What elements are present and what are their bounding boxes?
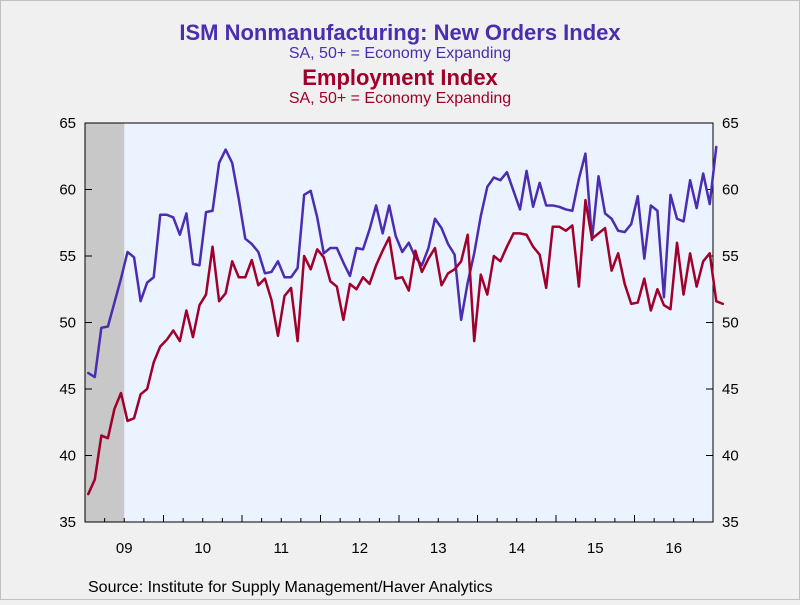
chart-title: ISM Nonmanufacturing: New Orders Index xyxy=(179,20,621,45)
x-tick-label: 10 xyxy=(194,540,211,557)
chart-subtitle: SA, 50+ = Economy Expanding xyxy=(289,45,511,62)
y-tick-label-right: 50 xyxy=(722,315,739,332)
x-tick-label: 15 xyxy=(587,540,604,557)
chart-title-2: Employment Index xyxy=(302,65,498,90)
y-tick-label-left: 60 xyxy=(59,182,76,199)
x-tick-label: 09 xyxy=(116,540,133,557)
y-tick-label-left: 40 xyxy=(59,448,76,465)
axes: 35 35 40 40 45 45 50 50 55 55 60 60 65 65 09 10 11 12 13 14… xyxy=(59,115,738,557)
series-line-employment xyxy=(87,198,725,496)
x-tick-label: 13 xyxy=(430,540,447,557)
series-group xyxy=(87,145,725,496)
y-tick-label-left: 55 xyxy=(59,248,76,265)
y-tick-label-left: 65 xyxy=(59,115,76,132)
y-tick-label-right: 60 xyxy=(722,182,739,199)
plot-area xyxy=(85,123,713,522)
plot-background xyxy=(85,123,713,522)
x-tick-label: 12 xyxy=(351,540,368,557)
x-tick-label: 16 xyxy=(665,540,682,557)
y-tick-label-right: 35 xyxy=(722,514,739,531)
y-tick-label-left: 35 xyxy=(59,514,76,531)
y-tick-label-right: 65 xyxy=(722,115,739,132)
y-tick-label-right: 45 xyxy=(722,381,739,398)
x-tick-label: 14 xyxy=(508,540,525,557)
chart-subtitle-2: SA, 50+ = Economy Expanding xyxy=(289,90,511,107)
y-tick-label-left: 50 xyxy=(59,315,76,332)
y-tick-label-right: 40 xyxy=(722,448,739,465)
y-tick-label-left: 45 xyxy=(59,381,76,398)
y-tick-label-right: 55 xyxy=(722,248,739,265)
source-note: Source: Institute for Supply Management/… xyxy=(88,579,493,596)
x-tick-label: 11 xyxy=(273,540,289,557)
series-line-new-orders xyxy=(87,145,718,379)
